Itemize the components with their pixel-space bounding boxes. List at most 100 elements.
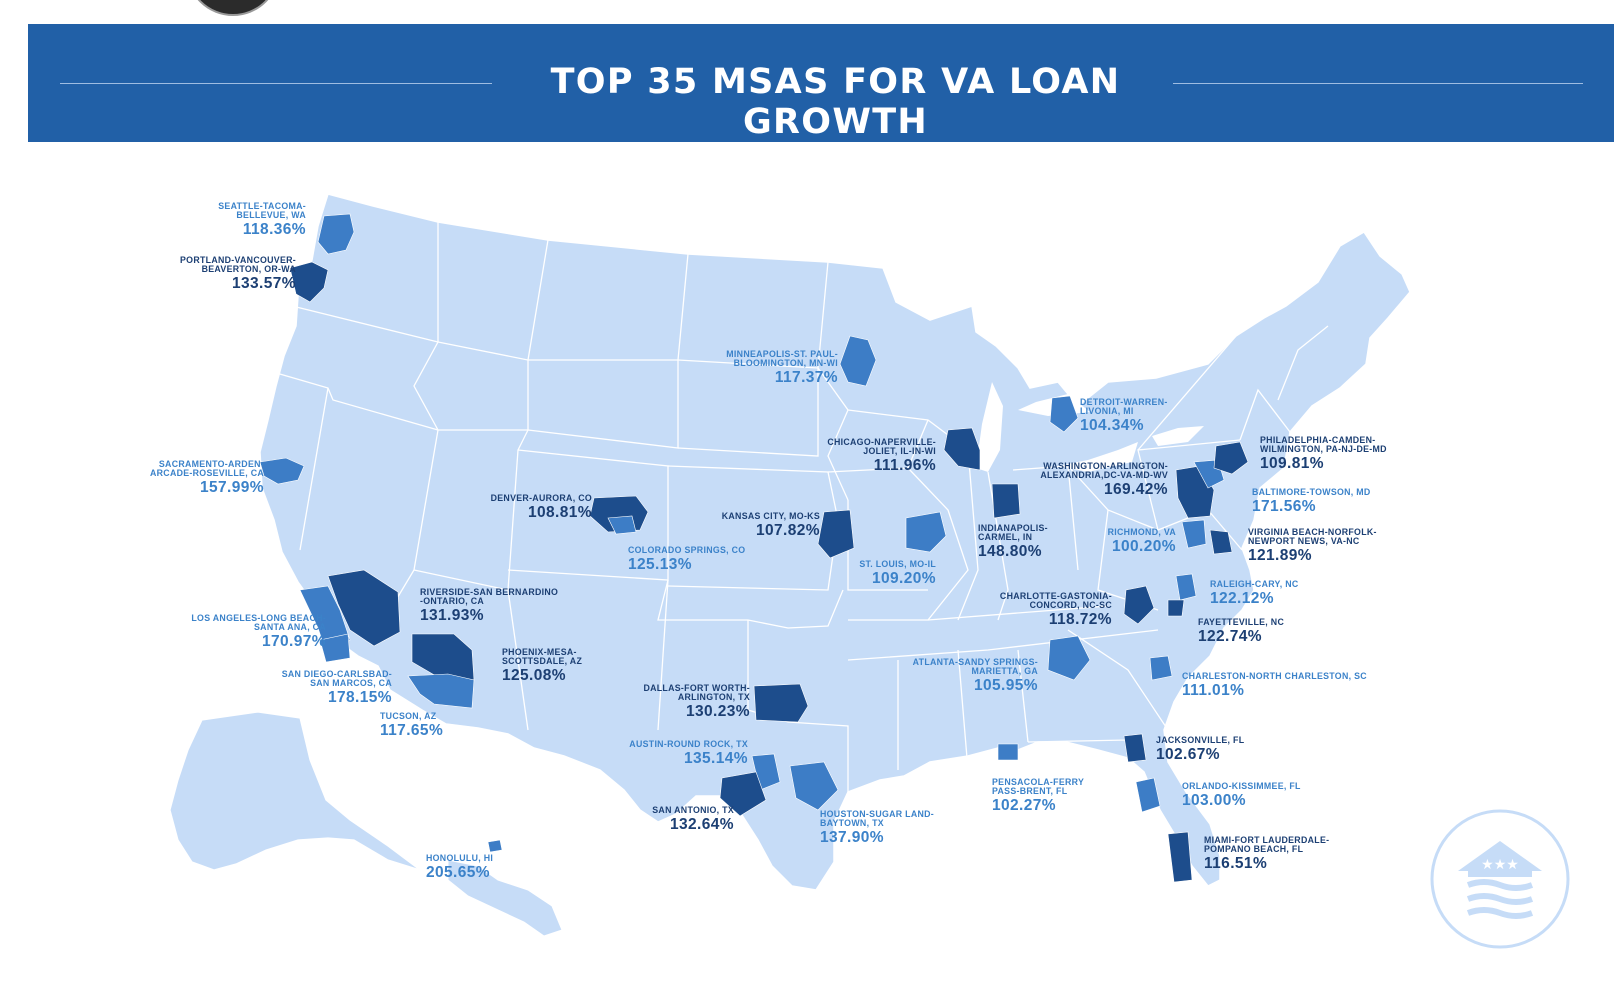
- label-san-diego: SAN DIEGO-CARLSBAD- SAN MARCOS, CA 178.1…: [188, 669, 392, 707]
- msa-name-phoenix: PHOENIX-MESA- SCOTTSDALE, AZ: [502, 647, 583, 667]
- msa-name-indianapolis: INDIANAPOLIS- CARMEL, IN: [978, 523, 1048, 543]
- label-sacramento: SACRAMENTO-ARDEN- ARCADE-ROSEVILLE, CA 1…: [94, 459, 264, 497]
- msa-name-denver: DENVER-AURORA, CO: [490, 493, 592, 503]
- us-map-canvas: [169, 193, 1411, 937]
- label-honolulu: HONOLULU, HI 205.65%: [426, 853, 546, 882]
- msa-kansas-city: [817, 509, 855, 559]
- label-orlando: ORLANDO-KISSIMMEE, FL 103.00%: [1182, 781, 1342, 810]
- page-title: TOP 35 MSAS FOR VA LOAN GROWTH: [550, 62, 1121, 142]
- msa-name-charlotte: CHARLOTTE-GASTONIA- CONCORD, NC-SC: [999, 591, 1112, 611]
- msa-dallas: [753, 683, 809, 723]
- msa-growth-dallas: 130.23%: [686, 703, 750, 721]
- msa-san-antonio: [719, 771, 767, 817]
- msa-minneapolis: [839, 335, 877, 387]
- msa-name-detroit: DETROIT-WARREN- LIVONIA, MI: [1080, 397, 1168, 417]
- avatar[interactable]: [186, 0, 280, 16]
- msa-growth-philadelphia: 109.81%: [1260, 455, 1324, 473]
- msa-growth-atlanta: 105.95%: [974, 677, 1038, 695]
- msa-name-portland: PORTLAND-VANCOUVER- BEAVERTON, OR-WA: [180, 255, 296, 275]
- label-raleigh: RALEIGH-CARY, NC 122.12%: [1210, 579, 1360, 608]
- msa-orlando: [1135, 777, 1161, 813]
- msa-name-orlando: ORLANDO-KISSIMMEE, FL: [1182, 781, 1301, 791]
- label-dallas: DALLAS-FORT WORTH- ARLINGTON, TX 130.23%: [604, 683, 750, 721]
- msa-growth-jacksonville: 102.67%: [1156, 746, 1220, 764]
- msa-growth-san-antonio: 132.64%: [670, 816, 734, 834]
- msa-portland: [289, 261, 329, 303]
- msa-growth-charlotte: 118.72%: [1048, 611, 1112, 629]
- label-austin: AUSTIN-ROUND ROCK, TX 135.14%: [594, 739, 748, 768]
- msa-name-raleigh: RALEIGH-CARY, NC: [1210, 579, 1299, 589]
- msa-name-fayetteville: FAYETTEVILLE, NC: [1198, 617, 1285, 627]
- msa-indianapolis: [991, 483, 1021, 519]
- title-rule-right: [1173, 83, 1583, 84]
- msa-san-diego: [319, 633, 351, 663]
- msa-growth-washington: 169.42%: [1104, 481, 1168, 499]
- msa-name-chicago: CHICAGO-NAPERVILLE- JOLIET, IL-IN-WI: [827, 437, 936, 457]
- alaska-landmass: [169, 711, 421, 871]
- msa-growth-houston: 137.90%: [820, 829, 884, 847]
- hawaii-landmass: [447, 859, 563, 937]
- label-fayetteville: FAYETTEVILLE, NC 122.74%: [1198, 617, 1338, 646]
- msa-growth-sacramento: 157.99%: [200, 479, 264, 497]
- msa-name-pensacola: PENSACOLA-FERRY PASS-BRENT, FL: [992, 777, 1085, 797]
- msa-name-san-diego: SAN DIEGO-CARLSBAD- SAN MARCOS, CA: [281, 669, 392, 689]
- msa-growth-pensacola: 102.27%: [992, 797, 1056, 815]
- label-charleston: CHARLESTON-NORTH CHARLESTON, SC 111.01%: [1182, 671, 1412, 700]
- msa-growth-denver: 108.81%: [528, 504, 592, 522]
- msa-houston: [789, 761, 839, 811]
- msa-name-minneapolis: MINNEAPOLIS-ST. PAUL- BLOOMINGTON, MN-WI: [726, 349, 838, 369]
- label-indianapolis: INDIANAPOLIS- CARMEL, IN 148.80%: [978, 523, 1088, 561]
- msa-st-louis: [905, 511, 947, 553]
- msa-philadelphia: [1213, 441, 1249, 475]
- msa-name-jacksonville: JACKSONVILLE, FL: [1156, 735, 1245, 745]
- msa-colorado-springs: [607, 515, 637, 535]
- svg-text:★★★: ★★★: [1481, 857, 1519, 873]
- msa-growth-detroit: 104.34%: [1080, 417, 1144, 435]
- label-tucson: TUCSON, AZ 117.65%: [380, 711, 500, 740]
- msa-miami: [1167, 831, 1193, 883]
- msa-honolulu: [487, 839, 503, 853]
- msa-growth-san-diego: 178.15%: [328, 689, 392, 707]
- msa-growth-austin: 135.14%: [684, 750, 748, 768]
- label-st-louis: ST. LOUIS, MO-IL 109.20%: [814, 559, 936, 588]
- msa-atlanta: [1047, 635, 1091, 681]
- msa-growth-st-louis: 109.20%: [872, 570, 936, 588]
- msa-growth-phoenix: 125.08%: [502, 667, 566, 685]
- us-map: SEATTLE-TACOMA- BELLEVUE, WA 118.36% POR…: [28, 150, 1614, 970]
- msa-growth-los-angeles: 170.97%: [262, 633, 326, 651]
- label-miami: MIAMI-FORT LAUDERDALE- POMPANO BEACH, FL…: [1204, 835, 1374, 873]
- msa-name-seattle: SEATTLE-TACOMA- BELLEVUE, WA: [218, 201, 306, 221]
- msa-tucson: [407, 673, 475, 709]
- msa-growth-richmond: 100.20%: [1112, 538, 1176, 556]
- label-san-antonio: SAN ANTONIO, TX 132.64%: [614, 805, 734, 834]
- msa-name-los-angeles: LOS ANGELES-LONG BEACH- SANTA ANA, CA: [191, 613, 326, 633]
- msa-name-sacramento: SACRAMENTO-ARDEN- ARCADE-ROSEVILLE, CA: [149, 459, 264, 479]
- label-houston: HOUSTON-SUGAR LAND- BAYTOWN, TX 137.90%: [820, 809, 970, 847]
- msa-name-riverside: RIVERSIDE-SAN BERNARDINO -ONTARIO, CA: [420, 587, 559, 607]
- msa-detroit: [1049, 395, 1079, 433]
- state-borders: [265, 222, 1329, 792]
- msa-jacksonville: [1123, 733, 1147, 763]
- msa-name-richmond: RICHMOND, VA: [1107, 527, 1176, 537]
- msa-growth-portland: 133.57%: [232, 275, 296, 293]
- msa-growth-honolulu: 205.65%: [426, 864, 490, 882]
- label-riverside: RIVERSIDE-SAN BERNARDINO -ONTARIO, CA 13…: [420, 587, 600, 625]
- house-flag-logo-icon: ★★★: [1430, 809, 1570, 949]
- msa-growth-indianapolis: 148.80%: [978, 543, 1042, 561]
- title-rule-left: [60, 83, 492, 84]
- msa-name-st-louis: ST. LOUIS, MO-IL: [859, 559, 936, 569]
- msa-growth-minneapolis: 117.37%: [774, 369, 838, 387]
- msa-sacramento: [259, 457, 305, 485]
- msa-growth-chicago: 111.96%: [873, 457, 936, 475]
- msa-name-atlanta: ATLANTA-SANDY SPRINGS- MARIETTA, GA: [912, 657, 1038, 677]
- msa-riverside: [327, 569, 401, 647]
- msa-growth-raleigh: 122.12%: [1210, 590, 1274, 608]
- label-washington: WASHINGTON-ARLINGTON- ALEXANDRIA,DC-VA-M…: [1008, 461, 1168, 499]
- label-kansas-city: KANSAS CITY, MO-KS 107.82%: [676, 511, 820, 540]
- label-colorado-springs: COLORADO SPRINGS, CO 125.13%: [628, 545, 808, 574]
- label-detroit: DETROIT-WARREN- LIVONIA, MI 104.34%: [1080, 397, 1200, 435]
- msa-chicago: [943, 427, 981, 471]
- label-philadelphia: PHILADELPHIA-CAMDEN- WILMINGTON, PA-NJ-D…: [1260, 435, 1440, 473]
- msa-growth-fayetteville: 122.74%: [1198, 628, 1262, 646]
- msa-name-charleston: CHARLESTON-NORTH CHARLESTON, SC: [1182, 671, 1367, 681]
